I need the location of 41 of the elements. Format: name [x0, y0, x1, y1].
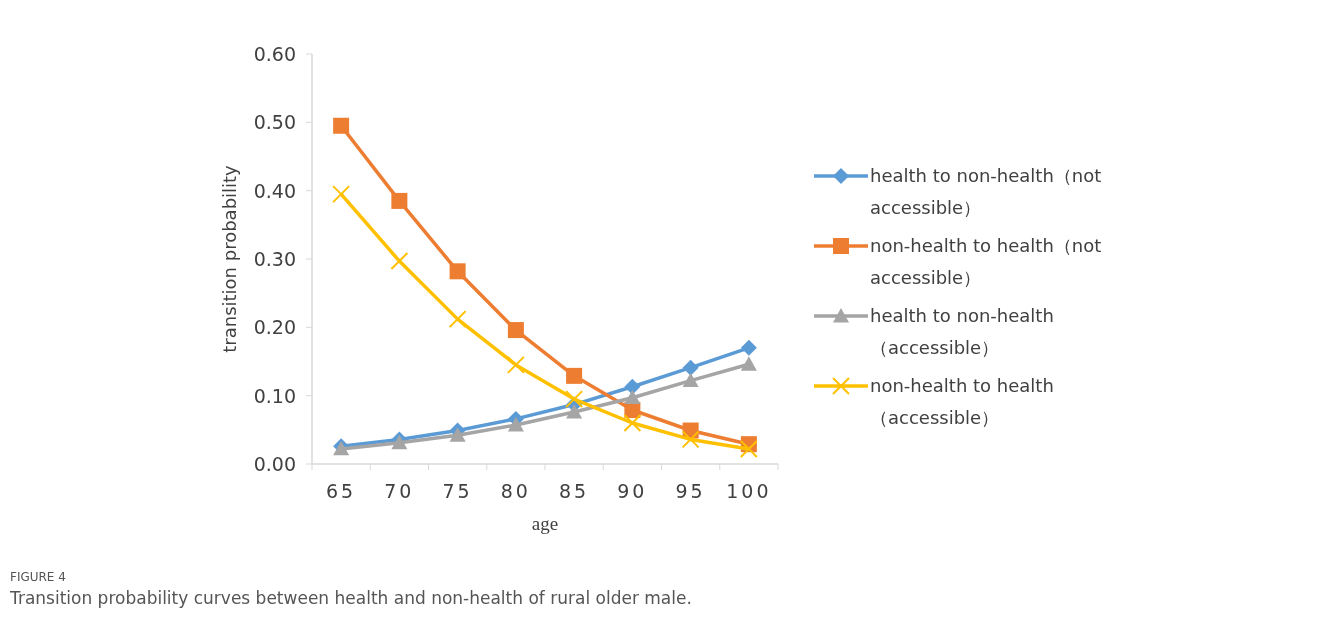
point [740, 339, 757, 356]
point [449, 263, 466, 280]
point [565, 390, 584, 409]
point [624, 378, 641, 395]
y-tick-label: 0.40 [253, 179, 296, 202]
y-tick-label: 0.10 [253, 384, 296, 407]
x-axis-title: age [531, 513, 559, 534]
legend-label: non-health to health（accessible） [870, 374, 1055, 430]
point [623, 414, 642, 432]
point [566, 404, 583, 419]
point [507, 417, 524, 432]
point [506, 355, 525, 374]
point [332, 185, 351, 204]
point [682, 372, 699, 388]
x-tick-label: 90 [617, 480, 648, 502]
point [739, 439, 758, 458]
x-tick-label: 95 [675, 480, 706, 502]
point [333, 117, 350, 134]
x-tick-label: 75 [442, 480, 473, 502]
text: Transition probability curves between health and non-health of rural older male. [10, 588, 692, 608]
x-tick-label: 80 [500, 480, 531, 502]
point [449, 427, 466, 442]
point [448, 310, 467, 329]
y-tick-label: 0.30 [253, 248, 296, 270]
point [624, 389, 641, 405]
y-tick-label: 0.60 [253, 43, 296, 65]
x-tick-label: 100 [726, 480, 772, 502]
caption: FIGURE 4 [10, 570, 66, 584]
x-tick-label: 65 [326, 480, 357, 502]
point [681, 430, 700, 449]
y-tick-label: 0.20 [253, 316, 296, 339]
x-tick-label: 70 [384, 480, 415, 502]
point [507, 322, 524, 339]
point [740, 356, 757, 371]
y-tick-label: 0.50 [253, 111, 296, 134]
x-tick-label: 85 [559, 480, 590, 502]
point [566, 367, 583, 384]
y-tick-label: 0.00 [253, 453, 296, 475]
point [391, 192, 408, 209]
y-axis-title: transition probability [219, 164, 240, 353]
point [682, 359, 699, 376]
